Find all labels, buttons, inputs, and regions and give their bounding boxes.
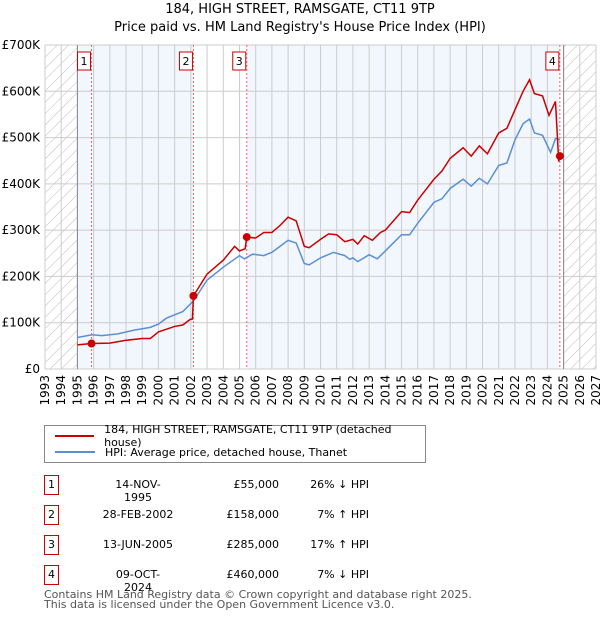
- x-tick-label: 1995: [70, 375, 84, 406]
- x-tick-label: 2022: [508, 375, 522, 406]
- y-tick-label: £500K: [2, 131, 42, 145]
- x-tick-label: 2015: [395, 375, 409, 406]
- sale-row: 1 14-NOV-1995 £55,000 26% ↓ HPI: [44, 475, 464, 504]
- sale-row: 2 28-FEB-2002 £158,000 7% ↑ HPI: [44, 505, 464, 527]
- x-tick-label: 2011: [330, 375, 344, 406]
- x-tick-label: 2002: [184, 375, 198, 406]
- y-tick-label: £700K: [2, 38, 42, 52]
- sale-hpi-diff: 26% ↓ HPI: [310, 478, 369, 491]
- legend-red-swatch: [55, 435, 95, 437]
- sale-date: 13-JUN-2005: [102, 538, 174, 551]
- x-tick-label: 2008: [281, 375, 295, 406]
- y-tick-label: £300K: [2, 223, 42, 237]
- sale-point: [189, 291, 198, 300]
- y-tick-label: £200K: [2, 269, 42, 283]
- x-tick-label: 2001: [168, 375, 182, 406]
- x-tick-label: 2004: [216, 375, 230, 406]
- sale-label-box: [77, 51, 92, 71]
- price-chart: 1993 1994 1995 1996 1997 1998 1999 2000 2001 2002…: [2, 38, 600, 406]
- chart-subtitle: Price paid vs. HM Land Registry's House …: [114, 20, 486, 35]
- x-tick-label: 2009: [297, 375, 311, 406]
- x-tick-label: 1999: [135, 375, 149, 406]
- sale-price: £158,000: [226, 508, 280, 521]
- x-tick-label: 2016: [411, 375, 425, 406]
- x-tick-label: 2024: [540, 375, 554, 406]
- sale-price: £285,000: [226, 538, 280, 551]
- sale-number-badge: 1: [44, 475, 59, 495]
- legend-item-property: 184, HIGH STREET, RAMSGATE, CT11 9TP (de…: [55, 423, 425, 449]
- x-tick-label: 1996: [87, 375, 101, 406]
- y-tick-label: £400K: [2, 177, 42, 191]
- footer-licence: This data is licensed under the Open Gov…: [44, 598, 395, 611]
- x-tick-label: 2019: [459, 375, 473, 406]
- sale-number-badge: 3: [44, 535, 59, 555]
- x-tick-label: 1993: [38, 375, 52, 406]
- x-tick-label: 2013: [362, 375, 376, 406]
- x-tick-label: 1994: [54, 375, 68, 406]
- x-tick-label: 2020: [476, 375, 490, 406]
- x-tick-label: 2018: [443, 375, 457, 406]
- sale-hpi-diff: 7% ↑ HPI: [317, 508, 369, 521]
- series-line-hpi: [77, 117, 561, 339]
- sale-row: 3 13-JUN-2005 £285,000 17% ↑ HPI: [44, 535, 464, 557]
- x-tick-label: 2026: [573, 375, 587, 406]
- footer-copyright: Contains HM Land Registry data © Crown c…: [44, 588, 472, 601]
- x-tick-label: 2000: [151, 375, 165, 406]
- sale-label: 2: [182, 55, 189, 68]
- y-tick-label: £600K: [2, 84, 42, 98]
- x-tick-label: 2006: [249, 375, 263, 406]
- chart-title: 184, HIGH STREET, RAMSGATE, CT11 9TP: [165, 2, 435, 17]
- sale-row: 4 09-OCT-2024 £460,000 7% ↓ HPI: [44, 565, 464, 594]
- x-tick-label: 2027: [589, 375, 600, 406]
- y-tick-label: £100K: [2, 316, 42, 330]
- footer: Contains HM Land Registry data © Crown c…: [44, 588, 472, 611]
- y-tick-label: £0: [25, 362, 40, 376]
- legend-label: HPI: Average price, detached house, Than…: [105, 445, 348, 459]
- x-tick-label: 2025: [557, 375, 571, 406]
- sale-label-box: [232, 51, 247, 71]
- sale-hpi-diff: 17% ↑ HPI: [310, 538, 369, 551]
- shaded-period: [77, 45, 194, 369]
- sale-date: 28-FEB-2002: [102, 508, 174, 521]
- sale-price: £460,000: [226, 568, 280, 581]
- x-tick-label: 2007: [265, 375, 279, 406]
- sale-label: 1: [81, 55, 88, 68]
- legend: 184, HIGH STREET, RAMSGATE, CT11 9TP (de…: [44, 423, 426, 463]
- sale-point: [242, 233, 251, 242]
- x-tick-label: 2014: [378, 375, 392, 406]
- legend-label: 184, HIGH STREET, RAMSGATE, CT11 9TP (de…: [104, 423, 392, 449]
- sale-point: [555, 152, 564, 161]
- sale-label: 4: [549, 55, 556, 68]
- x-tick-label: 1998: [119, 375, 133, 406]
- sale-label-box: [545, 51, 560, 71]
- legend-blue-swatch: [55, 451, 95, 453]
- sale-date: 09-OCT-2024: [115, 568, 161, 594]
- x-tick-label: 2012: [346, 375, 360, 406]
- sale-price: £55,000: [233, 478, 280, 491]
- x-tick-label: 2010: [314, 375, 328, 406]
- sale-label-box: [178, 51, 193, 71]
- sale-date: 14-NOV-1995: [115, 478, 161, 504]
- legend-item-hpi: HPI: Average price, detached house, Than…: [55, 444, 347, 460]
- x-tick-label: 2023: [524, 375, 538, 406]
- sale-hpi-diff: 7% ↓ HPI: [317, 568, 369, 581]
- x-tick-label: 2021: [492, 375, 506, 406]
- x-tick-label: 2003: [200, 375, 214, 406]
- sale-number-badge: 4: [44, 565, 59, 585]
- sale-label: 3: [236, 55, 243, 68]
- sale-number-badge: 2: [44, 505, 59, 525]
- series-line-property: [77, 77, 561, 346]
- x-tick-label: 2017: [427, 375, 441, 406]
- shaded-period: [246, 45, 560, 369]
- x-tick-label: 1997: [103, 375, 117, 406]
- x-tick-label: 2005: [232, 375, 246, 406]
- sale-point: [87, 339, 96, 348]
